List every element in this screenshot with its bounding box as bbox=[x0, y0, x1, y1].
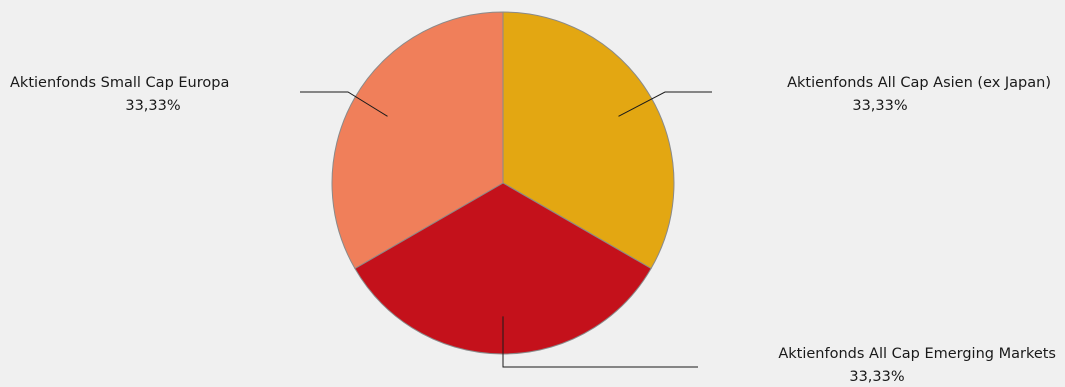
pie-slice bbox=[502, 11, 675, 270]
slice-label-percent: 33,33% bbox=[849, 369, 904, 385]
slice-label-name: Aktienfonds All Cap Emerging Markets bbox=[778, 346, 1056, 362]
leader-line bbox=[502, 316, 698, 368]
pie-slices bbox=[331, 11, 675, 355]
slice-label-percent: 33,33% bbox=[852, 98, 907, 114]
slice-label-percent: 33,33% bbox=[125, 98, 180, 114]
leader-line bbox=[618, 91, 712, 117]
pie-slice bbox=[331, 11, 504, 270]
slice-labels: Aktienfonds All Cap Asien (ex Japan) 33,… bbox=[10, 75, 1056, 385]
leader-line bbox=[300, 91, 388, 117]
slice-label-name: Aktienfonds All Cap Asien (ex Japan) bbox=[787, 75, 1051, 91]
slice-label-name: Aktienfonds Small Cap Europa bbox=[10, 75, 229, 91]
leader-lines bbox=[300, 91, 712, 368]
